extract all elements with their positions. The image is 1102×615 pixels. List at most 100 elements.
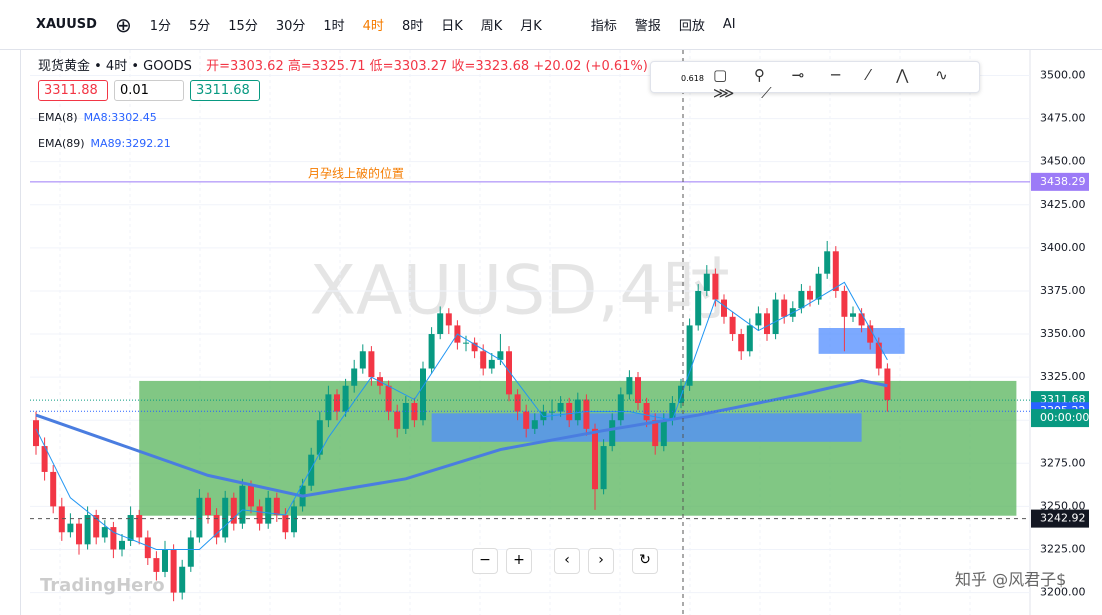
- candle-body: [652, 420, 659, 447]
- tool[interactable]: AI: [722, 17, 736, 32]
- symbol[interactable]: XAUUSD: [36, 17, 97, 32]
- interval[interactable]: 4时: [362, 19, 384, 34]
- candle-body: [488, 359, 495, 369]
- candle-body: [58, 506, 65, 533]
- candle-body: [566, 402, 573, 421]
- candle-body: [385, 385, 392, 412]
- y-tick-label: 3500.00: [1040, 68, 1086, 81]
- tools[interactable]: ▢ ⚲ ⊸ ─ ⁄ ⋀ ∿ ⋙ ⟋: [713, 66, 959, 102]
- candle-body: [420, 368, 426, 421]
- candle-body: [110, 527, 117, 550]
- candle-body: [540, 411, 547, 421]
- branding: TradingHero: [40, 575, 165, 596]
- fib-label[interactable]: 0.618: [681, 74, 704, 83]
- tool[interactable]: 警报: [634, 19, 661, 34]
- candle-body: [463, 342, 469, 344]
- candle-body: [850, 313, 856, 317]
- candle-body: [394, 411, 401, 429]
- top-toolbar: XAUUSD ⊕ 1分 5分 15分 30分 1时 4时 8时 日K 周K 月K…: [0, 0, 1102, 50]
- candle-body: [497, 351, 504, 360]
- ind-value: MA8:3302.45: [83, 111, 157, 124]
- zone: [818, 328, 905, 354]
- candle-body: [764, 313, 770, 335]
- candle-body: [308, 454, 315, 486]
- candle-body: [875, 342, 882, 369]
- cursor-label: 3242.92: [1040, 512, 1086, 525]
- candle-body: [187, 537, 194, 567]
- y-tick-label: 3350.00: [1040, 327, 1086, 340]
- candle-body: [506, 351, 512, 395]
- candle-body: [136, 515, 143, 538]
- candle-body: [832, 251, 839, 291]
- zoom-out[interactable]: −: [472, 548, 498, 574]
- zoom-in[interactable]: +: [506, 548, 532, 574]
- candle-body: [144, 537, 151, 559]
- tool[interactable]: 回放: [678, 19, 705, 34]
- drawing-toolbar: 0.618 ▢ ⚲ ⊸ ─ ⁄ ⋀ ∿ ⋙ ⟋: [650, 61, 980, 102]
- interval[interactable]: 30分: [275, 19, 306, 34]
- candle-body: [755, 313, 762, 326]
- interval[interactable]: 周K: [480, 19, 503, 34]
- order-panel: 3311.88 0.01 3311.68: [38, 80, 260, 101]
- buy[interactable]: 3311.68: [190, 80, 260, 101]
- candle-body: [325, 394, 332, 421]
- candle-body: [867, 325, 874, 343]
- y-tick-label: 3450.00: [1040, 155, 1086, 168]
- price-label: 3438.29: [1040, 175, 1086, 188]
- candle-body: [729, 316, 736, 335]
- candle-body: [428, 334, 435, 369]
- candle-body: [170, 549, 177, 593]
- y-tick-label: 3225.00: [1040, 542, 1086, 555]
- countdown: 00:00:00: [1040, 411, 1089, 424]
- candle-body: [239, 485, 246, 524]
- interval[interactable]: 1分: [149, 19, 171, 34]
- credit: 知乎 @风君子$: [955, 570, 1067, 589]
- y-tick-label: 3425.00: [1040, 198, 1086, 211]
- candle-body: [127, 515, 134, 541]
- ind-name: EMA(89): [38, 137, 85, 150]
- interval[interactable]: 8时: [401, 19, 424, 34]
- candle-body: [781, 299, 788, 317]
- reset[interactable]: ↻: [632, 548, 658, 574]
- candle-body: [686, 325, 693, 386]
- candle-body: [359, 351, 366, 369]
- candle-body: [248, 485, 254, 507]
- instrument: 现货黄金 • 4时 • GOODS: [38, 59, 192, 74]
- candle-body: [523, 411, 530, 429]
- candle-body: [179, 566, 186, 593]
- candle-body: [609, 420, 616, 447]
- nav-controls: − + ‹ › ↻: [472, 548, 658, 574]
- indicator: EMA(8) MA8:3302.45: [38, 111, 157, 124]
- candle-body: [514, 394, 521, 412]
- ind-name: EMA(8): [38, 111, 78, 124]
- candle-body: [222, 497, 229, 538]
- ohlc: 开=3303.62: [206, 59, 284, 74]
- candle-body: [703, 273, 710, 291]
- candle-body: [33, 420, 39, 447]
- prev[interactable]: ‹: [554, 548, 580, 574]
- candle-body: [678, 385, 684, 403]
- candle-body: [41, 446, 48, 472]
- candle-body: [76, 523, 82, 545]
- candle-body: [695, 290, 702, 326]
- candle-body: [574, 399, 581, 421]
- y-tick-label: 3325.00: [1040, 370, 1086, 383]
- ind-value: MA89:3292.21: [90, 137, 171, 150]
- interval[interactable]: 日K: [441, 19, 463, 34]
- candle-body: [471, 342, 478, 352]
- tool[interactable]: 指标: [590, 19, 617, 34]
- candle-body: [617, 394, 624, 421]
- ohlc: +20.02 (+0.61%): [533, 59, 648, 74]
- qty[interactable]: 0.01: [114, 80, 184, 101]
- interval[interactable]: 月K: [520, 19, 542, 34]
- sell[interactable]: 3311.88: [38, 80, 108, 101]
- ohlc: 低=3303.27: [369, 59, 448, 74]
- candle-body: [841, 290, 848, 317]
- interval[interactable]: 1时: [323, 19, 345, 34]
- candle-body: [738, 334, 745, 352]
- candle-body: [746, 325, 753, 352]
- interval[interactable]: 15分: [228, 19, 258, 34]
- add[interactable]: ⊕: [114, 12, 132, 37]
- interval[interactable]: 5分: [189, 19, 211, 34]
- next[interactable]: ›: [588, 548, 614, 574]
